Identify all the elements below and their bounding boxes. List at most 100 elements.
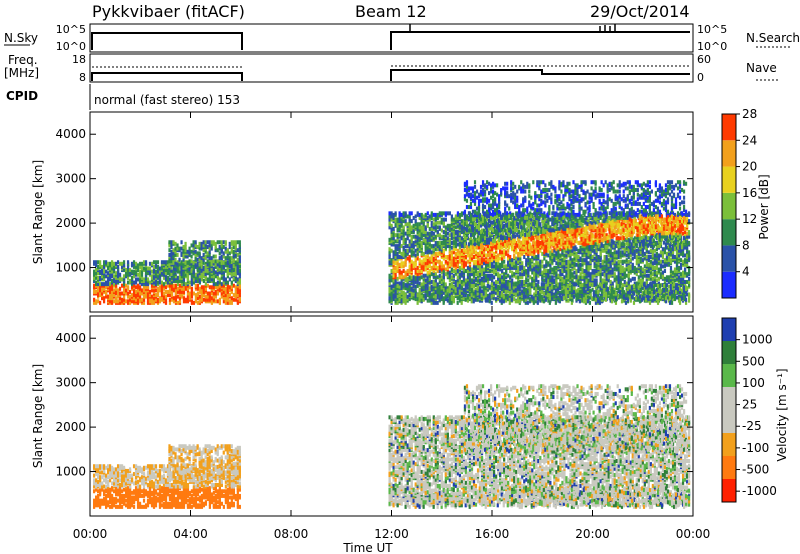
range-gate-cell — [579, 272, 582, 277]
range-gate-cell — [178, 299, 182, 304]
range-gate-cell — [216, 269, 219, 274]
range-gate-cell — [110, 283, 114, 288]
range-gate-cell — [472, 264, 476, 269]
range-gate-cell — [454, 247, 458, 252]
range-gate-cell — [450, 231, 453, 236]
range-gate-cell — [174, 291, 178, 296]
range-gate-cell — [581, 275, 584, 280]
range-gate-cell — [410, 219, 413, 224]
range-gate-cell — [168, 252, 171, 257]
range-gate-cell — [106, 275, 110, 280]
range-gate-cell — [404, 248, 407, 253]
range-gate-cell — [184, 265, 187, 270]
range-gate-cell — [513, 253, 516, 258]
range-gate-cell — [585, 255, 588, 260]
range-gate-cell — [418, 281, 421, 286]
range-gate-cell — [236, 252, 239, 257]
range-gate-cell — [146, 285, 150, 290]
range-gate-cell — [476, 259, 480, 264]
range-gate-cell — [394, 211, 397, 216]
range-gate-cell — [509, 295, 512, 300]
range-gate-cell — [609, 270, 612, 275]
range-gate-cell — [436, 216, 439, 221]
range-gate-cell — [537, 261, 540, 266]
range-gate-cell — [545, 240, 548, 245]
range-gate-cell — [182, 299, 186, 304]
range-gate-cell — [106, 261, 110, 266]
range-gate-cell — [605, 255, 608, 260]
range-gate-cell — [128, 278, 132, 283]
range-gate-cell — [434, 220, 437, 225]
range-gate-cell — [525, 261, 528, 266]
range-gate-cell — [571, 233, 574, 238]
range-gate-cell — [607, 267, 610, 272]
range-gate-cell — [168, 277, 172, 282]
range-gate-cell — [450, 293, 453, 298]
range-gate-cell — [462, 287, 466, 292]
range-gate-cell — [224, 256, 227, 261]
range-gate-cell — [539, 290, 542, 295]
range-gate-cell — [436, 287, 439, 292]
range-gate-cell — [448, 223, 451, 228]
range-gate-cell — [480, 267, 484, 272]
range-gate-cell — [462, 261, 466, 266]
range-gate-cell — [466, 289, 470, 294]
range-gate-cell — [192, 277, 196, 282]
range-gate-cell — [220, 282, 223, 287]
range-gate-cell — [476, 264, 480, 269]
noise-left-tick-top: 10^5 — [56, 23, 86, 36]
range-gate-cell — [172, 240, 175, 245]
range-gate-cell — [194, 275, 198, 280]
range-gate-cell — [402, 261, 405, 266]
range-gate-cell — [529, 258, 532, 263]
range-gate-cell — [597, 297, 600, 302]
range-gate-cell — [446, 255, 449, 260]
range-gate-cell — [194, 264, 198, 269]
range-gate-cell — [452, 244, 456, 249]
range-gate-cell — [170, 275, 174, 280]
range-gate-cell — [120, 264, 124, 269]
range-gate-cell — [464, 248, 468, 253]
range-gate-cell — [156, 297, 160, 302]
range-gate-cell — [440, 292, 443, 297]
range-gate-cell — [150, 300, 154, 305]
range-gate-cell — [474, 276, 478, 281]
range-gate-cell — [174, 241, 177, 246]
range-gate-cell — [569, 272, 572, 277]
range-gate-cell — [402, 295, 405, 300]
range-gate-cell — [190, 249, 193, 254]
range-gate-cell — [605, 286, 608, 291]
range-gate-cell — [110, 269, 114, 274]
range-gate-cell — [104, 289, 108, 294]
range-gate-cell — [503, 264, 506, 269]
range-gate-cell — [174, 278, 178, 283]
range-gate-cell — [230, 289, 233, 294]
range-gate-cell — [545, 273, 548, 278]
range-gate-cell — [93, 300, 96, 305]
range-gate-cell — [218, 267, 221, 272]
range-gate-cell — [206, 245, 209, 250]
range-gate-cell — [170, 256, 173, 261]
range-gate-cell — [517, 217, 520, 222]
range-gate-cell — [388, 220, 391, 225]
range-gate-cell — [527, 269, 530, 274]
range-gate-cell — [583, 272, 586, 277]
range-gate-cell — [470, 272, 474, 277]
range-gate-cell — [182, 257, 185, 262]
range-gate-cell — [130, 275, 134, 280]
range-gate-cell — [236, 264, 239, 269]
range-gate-cell — [458, 222, 462, 227]
range-gate-cell — [222, 283, 225, 288]
range-gate-cell — [218, 256, 221, 261]
range-gate-cell — [142, 285, 146, 290]
range-gate-cell — [396, 226, 399, 231]
range-gate-cell — [519, 256, 522, 261]
range-gate-cell — [458, 245, 462, 250]
range-gate-cell — [488, 211, 492, 216]
range-gate-cell — [418, 293, 421, 298]
range-gate-cell — [414, 248, 417, 253]
range-gate-cell — [585, 284, 588, 289]
range-gate-cell — [539, 259, 542, 264]
range-gate-cell — [208, 249, 211, 254]
range-gate-cell — [200, 260, 203, 265]
